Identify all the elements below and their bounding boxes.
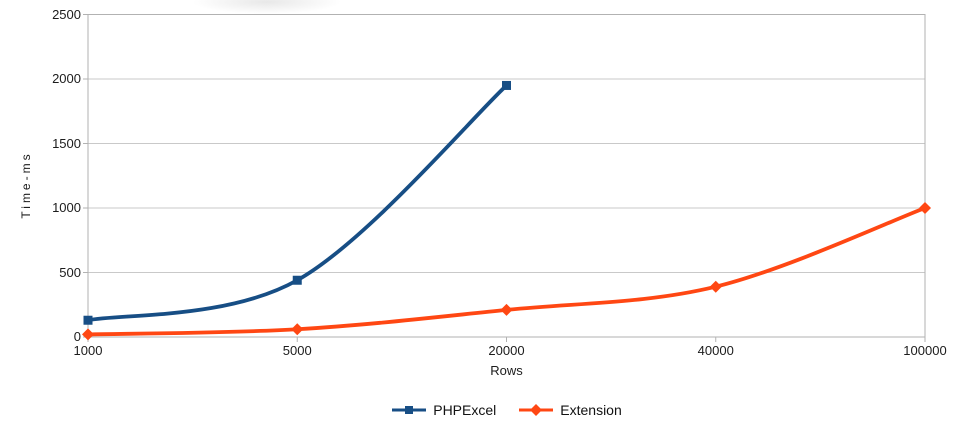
x-axis-title: Rows: [490, 363, 523, 378]
legend-label: PHPExcel: [433, 402, 497, 418]
data-point-phpexcel: [292, 275, 302, 285]
plot-border: [87, 14, 926, 338]
data-point-extension: [82, 328, 94, 341]
y-axis-title: Time-ms: [19, 151, 33, 219]
y-tick-label: 1500: [52, 135, 81, 151]
data-point-extension: [500, 303, 513, 316]
legend-label: Extension: [560, 402, 622, 418]
legend: PHPExcel Extension: [88, 402, 925, 418]
data-point-extension: [291, 323, 304, 336]
data-point-phpexcel: [83, 315, 93, 325]
x-tick-label: 100000: [903, 343, 947, 358]
y-tick-label: 500: [59, 264, 81, 280]
square-marker-icon: [392, 406, 427, 414]
y-tick-label: 2500: [52, 6, 81, 22]
data-point-extension: [709, 280, 722, 293]
data-point-extension: [919, 202, 931, 214]
data-point-phpexcel: [502, 80, 511, 90]
series-line-phpexcel: [86, 83, 509, 323]
y-tick-label: 2000: [52, 71, 81, 86]
diamond-marker-icon: [519, 404, 554, 416]
x-tick-label: 40000: [697, 343, 734, 358]
legend-item-extension: Extension: [518, 402, 622, 418]
legend-item-phpexcel: PHPExcel: [391, 402, 496, 418]
x-tick-label: 1000: [73, 343, 103, 358]
y-tick-label: 0: [73, 329, 81, 344]
x-tick-label: 5000: [282, 343, 312, 358]
x-tick-label: 20000: [488, 343, 525, 358]
y-tick-label: 1000: [52, 200, 81, 215]
